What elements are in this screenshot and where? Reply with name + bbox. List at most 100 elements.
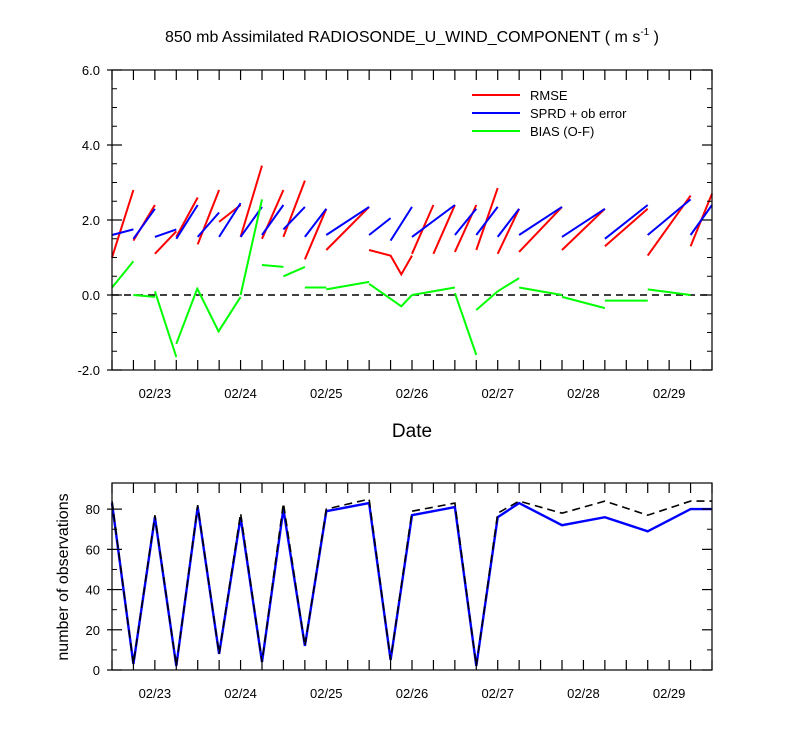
top-y-tick-label: 4.0 [82,138,100,153]
sprd-line-segment [604,204,649,240]
bias-line-segment [111,260,135,289]
rmse-line-segment [432,204,456,255]
bias-line-segment [475,290,499,311]
total-obs-line [111,498,712,667]
bottom-x-tick-label: 02/24 [224,686,257,701]
bias-line-segment [411,286,456,296]
top-x-tick-label: 02/29 [653,386,686,401]
bias-line-segment [647,288,691,296]
bias-line-segment [153,290,178,358]
sprd-line-segment [454,208,478,236]
bias-line-segment [175,287,199,345]
title-end: ) [649,29,659,46]
rmse-line-segment [496,208,521,255]
bias-line-segment [561,295,606,310]
bias-line-segment [218,296,242,332]
rmse-line-segment [368,249,413,277]
bottom-ticks [107,483,713,671]
top-x-tick-label: 02/24 [224,386,257,401]
sprd-line-segment [196,211,220,238]
bottom-x-tick-label: 02/28 [567,686,600,701]
top-y-tick-labels: -2.0 0.0 2.0 4.0 6.0 [78,63,100,378]
rmse-line-segment [239,165,263,238]
top-x-tick-label: 02/28 [567,386,600,401]
sprd-line-segment [475,206,499,236]
top-panel: -2.00.02.04.06.0 02/23 02/24 02/25 02/26 02/… [78,63,713,401]
top-y-tick-label: -2.0 [78,363,100,378]
sprd-line-segment [411,204,456,238]
bottom-y-tick-label: 40 [86,583,100,598]
x-axis-title: Date [392,421,432,442]
sprd-line-segment [325,206,370,236]
rmse-line-segment [518,206,563,253]
sprd-line-segment [132,208,156,240]
chart-title: 850 mb Assimilated RADIOSONDE_U_WIND_COM… [165,27,659,46]
top-x-tick-label: 02/25 [310,386,343,401]
top-y-tick-label: 0.0 [82,288,100,303]
bias-line-segment [282,265,306,278]
top-y-tick-label: 2.0 [82,213,100,228]
top-y-tick-label: 6.0 [82,63,100,78]
bottom-y-tick-label: 0 [93,663,100,678]
top-ticks [107,69,713,371]
legend: RMSE SPRD + ob error BIAS (O-F) [472,88,627,139]
bias-line-segment [453,292,478,356]
bottom-y-tick-label: 80 [86,502,100,517]
bias-line-segment [368,282,413,308]
sprd-line-segment [304,208,328,238]
sprd-line-segment [689,204,713,236]
sprd-line-segment [518,206,563,236]
rmse-line-segment [196,189,221,245]
legend-label-bias: BIAS (O-F) [530,124,594,139]
title-main: 850 mb Assimilated RADIOSONDE_U_WIND_COM… [165,29,640,46]
sprd-line-segment [282,206,306,231]
legend-label-rmse: RMSE [530,88,568,103]
sprd-line-segment [218,202,242,238]
bottom-x-tick-label: 02/29 [653,686,686,701]
sprd-line-segment [389,206,413,242]
bottom-panel: 0 20 40 60 80 02/23 02/24 02/25 02/26 02/27 02/28… [86,482,713,701]
top-series-group [111,165,713,358]
sprd-line-segment [261,204,285,236]
top-x-tick-labels: 02/23 02/24 02/25 02/26 02/27 02/28 02/29 [139,386,686,401]
bias-line-segment [326,280,370,291]
rmse-line-segment [175,197,199,238]
bias-line-segment [261,264,284,268]
title-superscript: -1 [640,27,649,38]
bottom-y-axis-title: number of observations [55,493,72,660]
bottom-y-tick-labels: 0 20 40 60 80 [86,502,100,678]
bias-line-segment [497,277,520,293]
bottom-x-tick-label: 02/25 [310,686,343,701]
bottom-x-tick-label: 02/26 [396,686,429,701]
rmse-line-segment [154,230,178,255]
bottom-x-tick-labels: 02/23 02/24 02/25 02/26 02/27 02/28 02/29 [139,686,686,701]
bottom-y-tick-label: 20 [86,623,100,638]
rmse-line-segment [282,180,306,238]
bottom-plot-frame [111,482,713,671]
bottom-series-group [110,498,712,667]
bias-line-segment [196,288,220,333]
sprd-line-segment [111,228,134,236]
sprd-line-segment [368,217,392,236]
legend-label-sprd: SPRD + ob error [530,106,627,121]
sprd-line-segment [154,228,177,238]
sprd-line-segment [647,198,692,236]
bias-line-segment [518,286,563,296]
top-x-tick-label: 02/23 [139,386,172,401]
top-x-tick-label: 02/26 [396,386,429,401]
rmse-line-segment [475,187,499,251]
rmse-line-segment [111,189,135,258]
top-x-tick-label: 02/27 [481,386,514,401]
rmse-line-segment [325,206,370,251]
assimilated-obs-line [110,501,712,667]
rmse-line-segment [561,208,606,251]
sprd-line-segment [561,207,606,238]
rmse-line-segment [303,208,328,260]
bottom-x-tick-label: 02/23 [139,686,172,701]
rmse-line-segment [604,208,649,248]
bottom-y-tick-label: 60 [86,542,100,557]
bias-line-segment [239,199,263,296]
bias-line-segment [133,294,155,298]
bottom-x-tick-label: 02/27 [481,686,514,701]
